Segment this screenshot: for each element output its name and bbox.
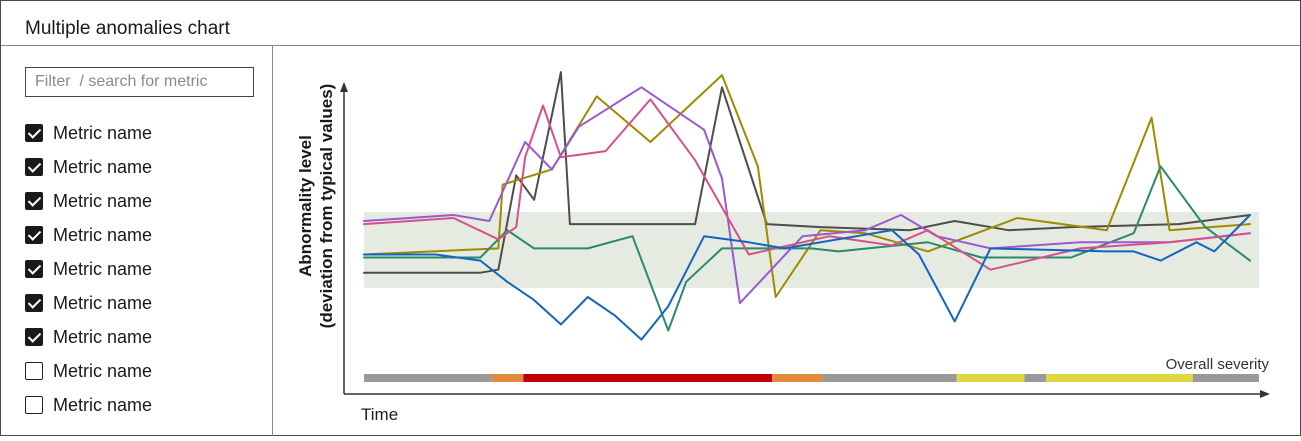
metric-filter-input[interactable]: [25, 67, 254, 97]
y-axis-label: Abnormality level (deviation from typical…: [296, 84, 336, 329]
metric-item[interactable]: Metric name: [25, 150, 152, 184]
metric-label: Metric name: [53, 258, 153, 279]
metric-list: Metric name Metric name Metric name Metric …: [25, 116, 152, 422]
metric-item[interactable]: Metric name: [25, 388, 152, 422]
metric-sidebar: Metric name Metric name Metric name Metric …: [1, 46, 273, 436]
severity-segment-medium: [491, 374, 524, 382]
metric-label: Metric name: [53, 292, 153, 313]
metric-checkbox-checked[interactable]: [25, 226, 43, 244]
metric-item[interactable]: Metric name: [25, 286, 152, 320]
metric-checkbox-checked[interactable]: [25, 328, 43, 346]
metric-checkbox-checked[interactable]: [25, 124, 43, 142]
panel-title: Multiple anomalies chart: [25, 18, 230, 39]
metric-label: Metric name: [53, 156, 153, 177]
series-line-1: [363, 71, 1251, 274]
severity-segment-medium: [772, 374, 823, 382]
x-axis-arrow-icon: [1260, 390, 1270, 398]
series-line-2: [363, 74, 1251, 298]
metric-item[interactable]: Metric name: [25, 116, 152, 150]
panel-header: Multiple anomalies chart: [1, 1, 1300, 46]
metric-label: Metric name: [53, 122, 153, 143]
severity-segment-low: [1045, 374, 1193, 382]
metric-checkbox-unchecked[interactable]: [25, 396, 43, 414]
severity-segment-normal: [1024, 374, 1046, 382]
severity-segment-normal: [364, 374, 492, 382]
metric-checkbox-unchecked[interactable]: [25, 362, 43, 380]
metric-item[interactable]: Metric name: [25, 252, 152, 286]
metric-item[interactable]: Metric name: [25, 354, 152, 388]
normal-range-band: [364, 211, 1259, 288]
x-axis-label: Time: [361, 405, 398, 424]
metric-label: Metric name: [53, 224, 153, 245]
y-axis-arrow-icon: [340, 82, 348, 92]
series-line-6: [363, 214, 1251, 341]
chart-area: Time Abnormality level (deviation from typ…: [274, 46, 1301, 436]
metric-label: Metric name: [53, 394, 153, 415]
severity-bar-label: Overall severity: [1166, 356, 1270, 373]
metric-label: Metric name: [53, 360, 153, 381]
anomaly-line-chart: Time Abnormality level (deviation from typ…: [296, 71, 1270, 424]
metric-item[interactable]: Metric name: [25, 218, 152, 252]
metric-item[interactable]: Metric name: [25, 184, 152, 218]
metric-item[interactable]: Metric name: [25, 320, 152, 354]
severity-segment-normal: [822, 374, 957, 382]
severity-segment-high: [523, 374, 773, 382]
series-line-3: [363, 165, 1251, 332]
metric-checkbox-checked[interactable]: [25, 294, 43, 312]
metric-label: Metric name: [53, 326, 153, 347]
metric-label: Metric name: [53, 190, 153, 211]
metric-checkbox-checked[interactable]: [25, 192, 43, 210]
metric-checkbox-checked[interactable]: [25, 260, 43, 278]
severity-segment-normal: [1192, 374, 1259, 382]
series-line-5: [363, 98, 1251, 271]
severity-segment-low: [956, 374, 1025, 382]
metric-checkbox-checked[interactable]: [25, 158, 43, 176]
